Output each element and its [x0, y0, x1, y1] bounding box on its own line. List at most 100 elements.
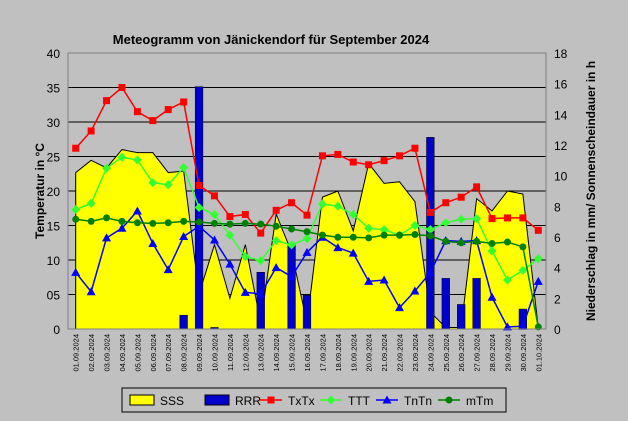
tntn-marker	[225, 259, 235, 268]
left-tick-label: 10	[47, 254, 61, 268]
x-tick-label: 30.09.2024	[519, 334, 528, 372]
txtx-marker	[288, 199, 296, 207]
txtx-marker	[349, 158, 357, 166]
txtx-marker	[241, 210, 249, 218]
x-tick-label: 12.09.2024	[241, 334, 250, 372]
rrr-bar	[302, 295, 312, 330]
ttt-marker	[364, 223, 374, 233]
rrr-bar	[287, 242, 296, 330]
right-tick-label: 12	[554, 139, 568, 153]
tntn-marker	[256, 289, 266, 298]
mtm-marker	[118, 217, 126, 225]
txtx-marker	[133, 108, 141, 116]
legend-marker-mtm	[445, 396, 453, 404]
txtx-marker	[118, 84, 126, 91]
rrr-bar	[256, 272, 265, 330]
x-tick-label: 01.09.2024	[72, 334, 81, 372]
x-tick-label: 04.09.2024	[118, 334, 127, 372]
tntn-marker	[302, 247, 312, 256]
x-tick-label: 18.09.2024	[334, 334, 343, 372]
x-tick-label: 07.09.2024	[164, 334, 173, 372]
rrr-bar	[472, 278, 481, 330]
legend-marker-tntn	[382, 395, 392, 404]
txtx-marker	[442, 199, 450, 207]
mtm-marker	[257, 220, 265, 228]
tntn-marker	[132, 206, 142, 215]
rrr-bar	[179, 314, 188, 330]
left-tick-label: 20	[47, 185, 61, 199]
ttt-marker	[163, 180, 173, 190]
right-tick-label: 6	[554, 231, 561, 245]
legend-swatch-sss	[129, 394, 155, 406]
x-tick-label: 26.09.2024	[457, 334, 466, 372]
x-axis-ticks: 01.09.2024 02.09.2024 03.09.2024 04.09.2024…	[72, 334, 544, 372]
mtm-marker	[72, 215, 80, 223]
right-tick-label: 2	[554, 292, 561, 306]
ttt-marker	[287, 240, 297, 250]
ttt-marker	[456, 214, 466, 224]
txtx-marker	[334, 150, 342, 158]
mtm-marker	[380, 231, 388, 239]
mtm-marker	[210, 219, 218, 227]
x-tick-label: 21.09.2024	[380, 334, 389, 372]
txtx-marker	[503, 214, 511, 222]
txtx-marker	[303, 211, 311, 219]
mtm-marker	[103, 214, 111, 222]
mtm-marker	[226, 220, 234, 228]
ttt-marker	[271, 236, 281, 246]
x-tick-label: 08.09.2024	[180, 334, 189, 372]
tntn-marker	[379, 275, 389, 284]
ttt-marker	[194, 203, 204, 213]
mtm-marker	[334, 233, 342, 241]
txtx-marker	[318, 152, 326, 160]
right-tick-label: 16	[554, 78, 568, 92]
right-tick-label: 18	[554, 47, 568, 61]
x-tick-label: 23.09.2024	[411, 334, 420, 372]
x-tick-label: 10.09.2024	[210, 334, 219, 372]
x-tick-label: 05.09.2024	[133, 334, 142, 372]
legend-swatch-rrr	[204, 394, 230, 406]
ttt-marker	[518, 265, 528, 275]
tntn-marker	[348, 248, 358, 257]
ttt-marker	[302, 234, 312, 244]
tntn-marker	[487, 292, 497, 301]
mtm-marker	[503, 238, 511, 246]
tntn-marker	[179, 232, 189, 241]
x-tick-label: 11.09.2024	[226, 334, 235, 371]
tntn-marker	[395, 303, 405, 312]
x-tick-label: 20.09.2024	[365, 334, 374, 372]
legend: SSS RRR TxTx TTT TnTn mTm	[121, 387, 507, 413]
mtm-marker	[87, 217, 95, 225]
legend-label-tntn: TnTn	[404, 394, 432, 408]
legend-marker-txtx	[267, 396, 275, 404]
tntn-marker	[533, 276, 543, 285]
ttt-marker	[71, 205, 81, 215]
mtm-marker	[457, 239, 465, 247]
tntn-marker	[209, 235, 219, 244]
txtx-marker	[457, 193, 465, 201]
legend-label-txtx: TxTx	[288, 394, 315, 408]
line-series	[71, 84, 543, 331]
tntn-marker	[425, 267, 435, 276]
mtm-marker	[303, 228, 311, 236]
txtx-marker	[272, 206, 280, 214]
legend-label-sss: SSS	[160, 394, 184, 408]
legend-marker-ttt	[326, 395, 336, 405]
ttt-marker	[410, 221, 420, 230]
tntn-marker	[333, 243, 343, 252]
tntn-marker	[364, 276, 374, 285]
left-tick-label: 35	[47, 82, 61, 96]
txtx-marker	[519, 214, 527, 222]
ttt-marker	[502, 275, 512, 285]
x-tick-label: 14.09.2024	[272, 334, 281, 372]
left-tick-label: 30	[47, 116, 61, 130]
tntn-marker	[502, 322, 512, 331]
left-tick-label: 15	[47, 220, 61, 234]
tntn-marker	[86, 287, 96, 296]
x-tick-label: 24.09.2024	[426, 334, 435, 372]
mtm-marker	[349, 233, 357, 241]
tntn-marker	[117, 223, 127, 232]
tntn-marker	[240, 287, 250, 296]
txtx-marker	[210, 192, 218, 200]
x-tick-label: 03.09.2024	[103, 334, 112, 372]
